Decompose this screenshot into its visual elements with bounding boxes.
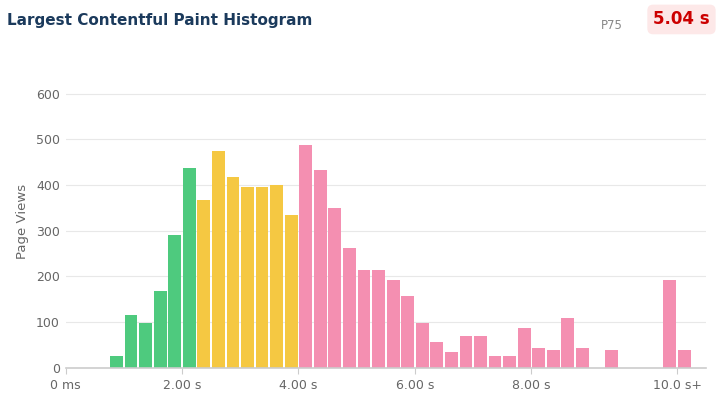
- Bar: [576, 348, 589, 368]
- Bar: [154, 291, 167, 368]
- Bar: [183, 168, 196, 368]
- Bar: [256, 187, 269, 368]
- Bar: [605, 349, 618, 368]
- Text: Largest Contentful Paint Histogram: Largest Contentful Paint Histogram: [7, 13, 312, 28]
- Bar: [532, 348, 545, 368]
- Bar: [663, 280, 676, 368]
- Bar: [314, 171, 327, 368]
- Bar: [139, 324, 152, 368]
- Bar: [110, 357, 123, 368]
- Bar: [299, 145, 312, 368]
- Bar: [474, 336, 487, 368]
- Bar: [547, 349, 560, 368]
- Bar: [678, 349, 691, 368]
- Bar: [416, 324, 429, 368]
- Bar: [357, 270, 371, 368]
- Text: 5.04 s: 5.04 s: [653, 10, 710, 28]
- Bar: [124, 315, 138, 368]
- Bar: [197, 199, 210, 368]
- Bar: [372, 270, 385, 368]
- Bar: [459, 336, 472, 368]
- Bar: [518, 328, 531, 368]
- Bar: [328, 208, 341, 368]
- Bar: [270, 185, 283, 368]
- Bar: [343, 248, 356, 368]
- Bar: [401, 296, 414, 368]
- Bar: [430, 342, 443, 368]
- Bar: [168, 235, 181, 368]
- Bar: [212, 150, 225, 368]
- Bar: [561, 318, 574, 368]
- Bar: [488, 357, 502, 368]
- Text: P75: P75: [601, 19, 622, 32]
- Bar: [226, 177, 240, 368]
- Bar: [503, 357, 516, 368]
- Bar: [241, 187, 254, 368]
- Y-axis label: Page Views: Page Views: [16, 184, 29, 259]
- Bar: [285, 215, 298, 368]
- Bar: [445, 352, 458, 368]
- Bar: [387, 280, 400, 368]
